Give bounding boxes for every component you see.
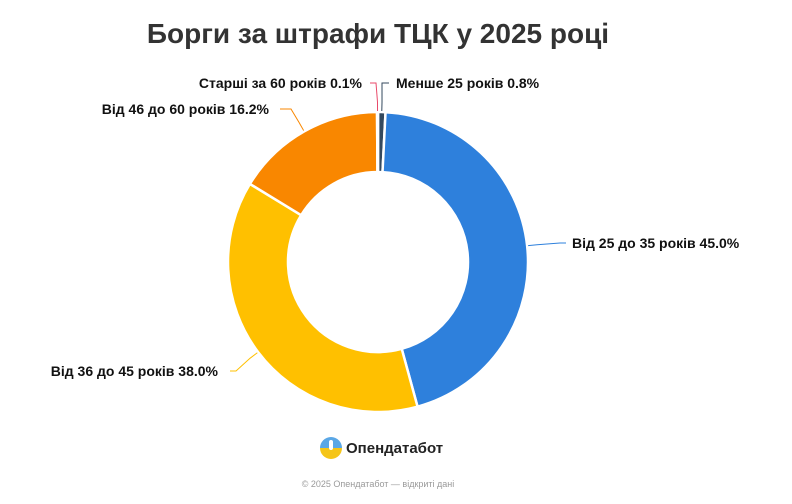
slice-label-4: Старші за 60 років 0.1% [199,75,363,91]
slice-2 [226,182,419,414]
slice-label-value-4: 0.1% [330,75,362,91]
leader-line-2 [230,352,258,372]
slice-label-3: Від 46 до 60 років 16.2% [102,101,270,117]
slice-label-name-0: Менше 25 років [396,75,507,91]
brand-name: Опендатабот [346,439,444,457]
opendatabot-logo-icon [320,437,342,459]
leader-line-1 [528,242,566,247]
chart-title: Борги за штрафи ТЦК у 2025 році [146,18,610,49]
brand-logo: Опендатабот [320,437,443,459]
slice-label-value-2: 38.0% [178,363,218,379]
leader-line-0 [381,82,389,112]
leader-line-4 [370,82,379,112]
slice-label-value-3: 16.2% [229,101,269,117]
slice-label-name-3: Від 46 до 60 років [102,101,230,117]
leader-line-3 [280,108,305,131]
slice-4 [375,110,380,174]
slice-label-name-2: Від 36 до 45 років [51,363,179,379]
slice-label-value-0: 0.8% [507,75,539,91]
footer-note: © 2025 Опендатабот — відкриті дані [301,479,455,489]
slice-label-name-4: Старші за 60 років [199,75,330,91]
slices-layer [226,110,530,414]
labels-layer: Менше 25 років 0.8% Від 25 до 35 років 45… [51,75,740,379]
slice-label-0: Менше 25 років 0.8% [396,75,540,91]
leaders-layer [230,82,566,372]
slice-label-name-1: Від 25 до 35 років [572,235,700,251]
slice-1 [381,110,530,408]
slice-label-value-1: 45.0% [700,235,740,251]
slice-label-2: Від 36 до 45 років 38.0% [51,363,219,379]
slice-label-1: Від 25 до 35 років 45.0% [572,235,740,251]
